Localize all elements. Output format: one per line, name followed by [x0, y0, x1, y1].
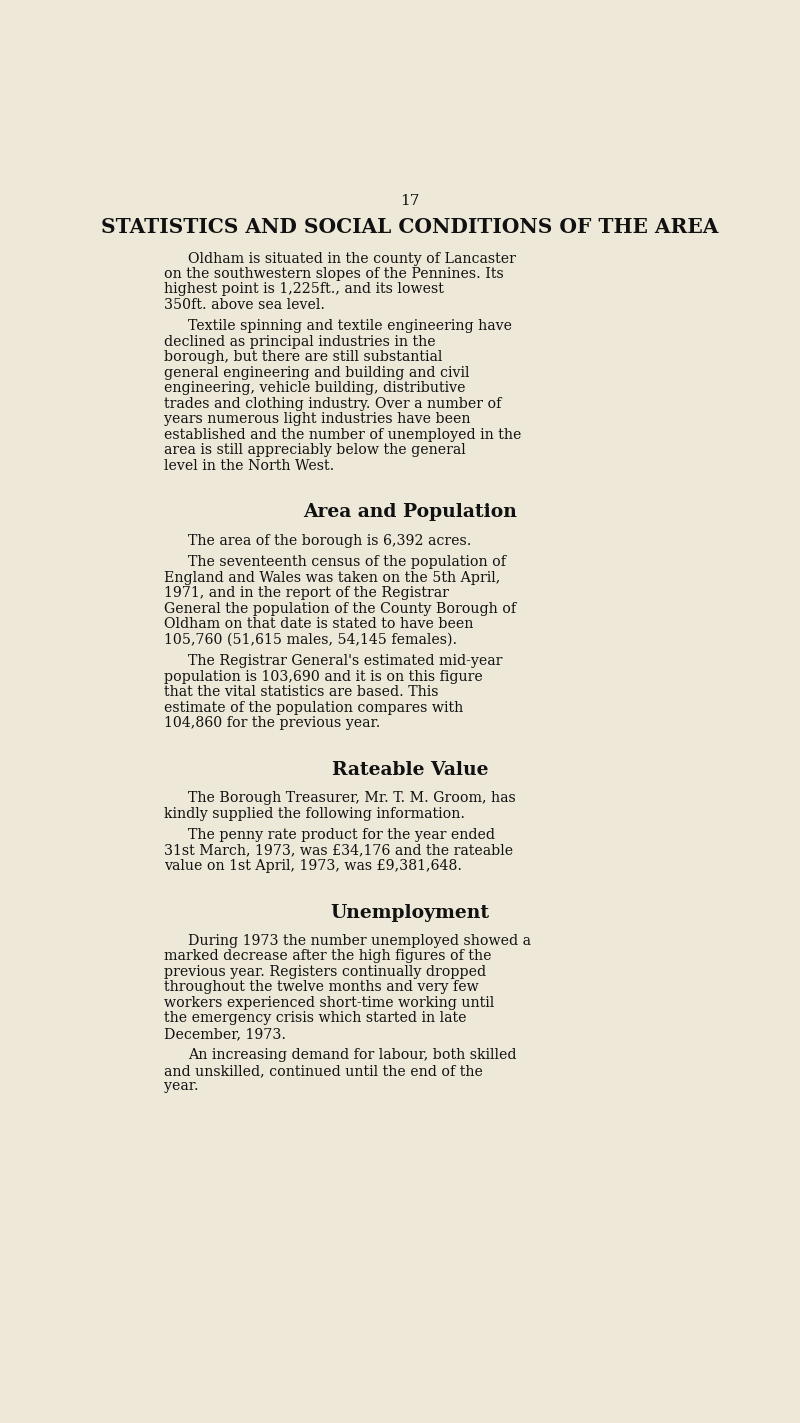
Text: Oldham on that date is stated to have been: Oldham on that date is stated to have be…	[163, 618, 473, 632]
Text: value on 1st April, 1973, was £9,381,648.: value on 1st April, 1973, was £9,381,648…	[163, 859, 462, 874]
Text: on the southwestern slopes of the Pennines. Its: on the southwestern slopes of the Pennin…	[163, 268, 503, 280]
Text: workers experienced short-time working until: workers experienced short-time working u…	[163, 996, 494, 1010]
Text: established and the number of unemployed in the: established and the number of unemployed…	[163, 428, 521, 443]
Text: December, 1973.: December, 1973.	[163, 1027, 286, 1040]
Text: the emergency crisis which started in late: the emergency crisis which started in la…	[163, 1012, 466, 1026]
Text: general engineering and building and civil: general engineering and building and civ…	[163, 366, 469, 380]
Text: General the population of the County Borough of: General the population of the County Bor…	[163, 602, 516, 616]
Text: throughout the twelve months and very few: throughout the twelve months and very fe…	[163, 980, 478, 995]
Text: The Registrar General's estimated mid-year: The Registrar General's estimated mid-ye…	[188, 655, 502, 669]
Text: Area and Population: Area and Population	[303, 504, 517, 521]
Text: engineering, vehicle building, distributive: engineering, vehicle building, distribut…	[163, 381, 465, 396]
Text: years numerous light industries have been: years numerous light industries have bee…	[163, 413, 470, 427]
Text: The seventeenth census of the population of: The seventeenth census of the population…	[188, 555, 506, 569]
Text: Rateable Value: Rateable Value	[332, 761, 488, 778]
Text: The Borough Treasurer, Mr. T. M. Groom, has: The Borough Treasurer, Mr. T. M. Groom, …	[188, 791, 516, 805]
Text: 105,760 (51,615 males, 54,145 females).: 105,760 (51,615 males, 54,145 females).	[163, 633, 457, 646]
Text: borough, but there are still substantial: borough, but there are still substantial	[163, 350, 442, 364]
Text: 31st March, 1973, was £34,176 and the rateable: 31st March, 1973, was £34,176 and the ra…	[163, 844, 513, 858]
Text: population is 103,690 and it is on this figure: population is 103,690 and it is on this …	[163, 670, 482, 683]
Text: that the vital statistics are based. This: that the vital statistics are based. Thi…	[163, 686, 438, 699]
Text: The area of the borough is 6,392 acres.: The area of the borough is 6,392 acres.	[188, 534, 472, 548]
Text: 1971, and in the report of the Registrar: 1971, and in the report of the Registrar	[163, 586, 449, 601]
Text: 17: 17	[400, 194, 420, 208]
Text: marked decrease after the high figures of the: marked decrease after the high figures o…	[163, 949, 491, 963]
Text: trades and clothing industry. Over a number of: trades and clothing industry. Over a num…	[163, 397, 501, 411]
Text: estimate of the population compares with: estimate of the population compares with	[163, 700, 462, 714]
Text: Unemployment: Unemployment	[330, 904, 490, 922]
Text: STATISTICS AND SOCIAL CONDITIONS OF THE AREA: STATISTICS AND SOCIAL CONDITIONS OF THE …	[102, 218, 718, 238]
Text: kindly supplied the following information.: kindly supplied the following informatio…	[163, 807, 465, 821]
Text: and unskilled, continued until the end of the: and unskilled, continued until the end o…	[163, 1064, 482, 1077]
Text: year.: year.	[163, 1080, 198, 1093]
Text: Textile spinning and textile engineering have: Textile spinning and textile engineering…	[188, 319, 512, 333]
Text: previous year. Registers continually dropped: previous year. Registers continually dro…	[163, 965, 486, 979]
Text: 350ft. above sea level.: 350ft. above sea level.	[163, 297, 325, 312]
Text: During 1973 the number unemployed showed a: During 1973 the number unemployed showed…	[188, 933, 531, 948]
Text: declined as principal industries in the: declined as principal industries in the	[163, 334, 435, 349]
Text: 104,860 for the previous year.: 104,860 for the previous year.	[163, 716, 380, 730]
Text: highest point is 1,225ft., and its lowest: highest point is 1,225ft., and its lowes…	[163, 283, 443, 296]
Text: England and Wales was taken on the 5th April,: England and Wales was taken on the 5th A…	[163, 571, 500, 585]
Text: level in the North West.: level in the North West.	[163, 458, 334, 472]
Text: Oldham is situated in the county of Lancaster: Oldham is situated in the county of Lanc…	[188, 252, 516, 266]
Text: area is still appreciably below the general: area is still appreciably below the gene…	[163, 444, 466, 457]
Text: An increasing demand for labour, both skilled: An increasing demand for labour, both sk…	[188, 1049, 517, 1063]
Text: The penny rate product for the year ended: The penny rate product for the year ende…	[188, 828, 495, 842]
